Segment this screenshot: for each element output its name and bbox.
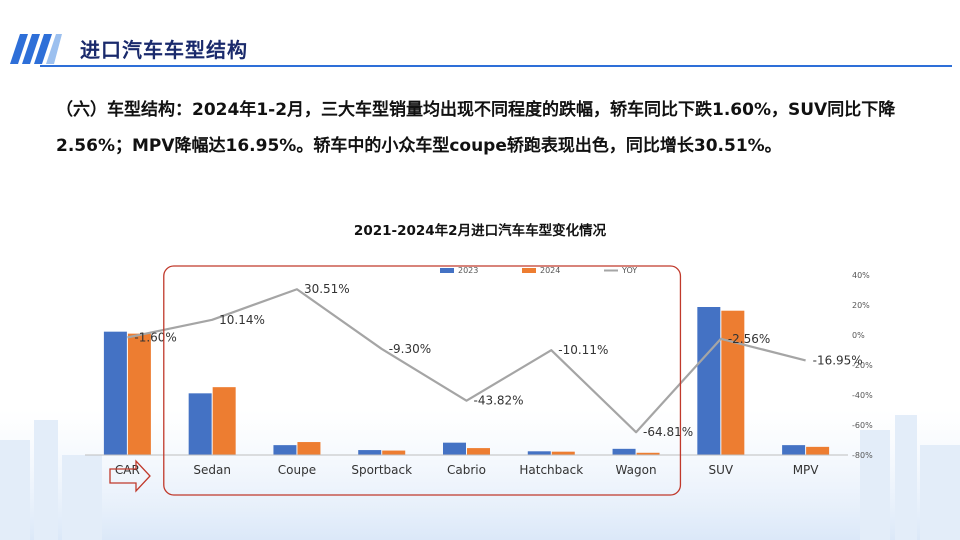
bar-2024-cabrio xyxy=(467,448,490,455)
yoy-data-label: -43.82% xyxy=(474,394,524,408)
bar-2024-wagon xyxy=(636,452,660,455)
y2-tick-label: -40% xyxy=(852,391,873,400)
yoy-data-label: -10.11% xyxy=(558,343,608,357)
bar-2023-wagon xyxy=(612,448,636,455)
bar-2023-sportback xyxy=(358,450,382,455)
x-tick-label: CAR xyxy=(115,463,140,477)
x-tick-label: Wagon xyxy=(616,463,657,477)
x-tick-label: Sportback xyxy=(351,463,412,477)
bar-2023-sedan xyxy=(188,393,212,455)
bar-2023-car xyxy=(103,331,127,455)
yoy-data-label: 10.14% xyxy=(219,313,265,327)
yoy-data-label: 30.51% xyxy=(304,282,350,296)
bar-2024-suv xyxy=(721,310,745,455)
bar-2024-coupe xyxy=(297,442,321,455)
bar-2023-hatchback xyxy=(527,451,551,455)
bar-2024-car xyxy=(127,333,151,455)
bar-2024-mpv xyxy=(806,446,830,455)
yoy-data-label: -2.56% xyxy=(728,332,770,346)
x-tick-label: SUV xyxy=(709,463,734,477)
bar-2023-coupe xyxy=(273,445,297,455)
yoy-data-label: -9.30% xyxy=(389,342,431,356)
bar-2024-sedan xyxy=(212,387,236,455)
highlight-box xyxy=(163,265,682,496)
bar-2023-suv xyxy=(697,307,721,455)
x-tick-label: Hatchback xyxy=(519,463,583,477)
bar-2024-sportback xyxy=(382,450,406,455)
yoy-data-label: -1.60% xyxy=(134,330,176,344)
x-tick-label: Cabrio xyxy=(447,463,486,477)
bar-2023-mpv xyxy=(782,445,806,455)
bars-layer xyxy=(103,307,830,455)
legend-swatch-2024 xyxy=(522,268,536,273)
yoy-data-label: -16.95% xyxy=(813,353,863,367)
highlight-layer xyxy=(109,265,682,496)
legend-label: 2023 xyxy=(458,266,478,275)
y2-tick-label: 0% xyxy=(852,331,865,340)
yoy-line-layer: -1.60% 10.14% 30.51% -9.30% -43.82% -10.11% -6… xyxy=(127,282,863,439)
yoy-data-label: -64.81% xyxy=(643,425,693,439)
x-tick-label: Sedan xyxy=(193,463,231,477)
x-tick-label: MPV xyxy=(793,463,820,477)
axis-layer: CAR Sedan Coupe Sportback Cabrio Hatchback Wag… xyxy=(85,271,873,477)
header: 进口汽车车型结构 xyxy=(0,30,960,70)
y2-tick-label: 40% xyxy=(852,271,870,280)
summary-paragraph: （六）车型结构：2024年1-2月，三大车型销量均出现不同程度的跌幅，轿车同比下… xyxy=(56,100,896,156)
bar-2023-cabrio xyxy=(443,442,466,455)
arrow-right-icon xyxy=(109,459,151,493)
page-title: 进口汽车车型结构 xyxy=(80,38,248,62)
y2-tick-label: -60% xyxy=(852,421,873,430)
y2-tick-label: 20% xyxy=(852,301,870,310)
chart-title: 2021-2024年2月进口汽车车型变化情况 xyxy=(353,223,607,239)
title-stripes-icon xyxy=(10,34,62,64)
legend-label: YOY xyxy=(621,266,637,275)
y2-tick-label: -80% xyxy=(852,451,873,460)
legend: 2023 2024 YOY xyxy=(440,266,637,275)
legend-label: 2024 xyxy=(540,266,560,275)
bar-2024-hatchback xyxy=(551,451,575,455)
x-tick-label: Coupe xyxy=(278,463,316,477)
header-divider xyxy=(40,65,952,67)
y2-tick-label: -20% xyxy=(852,361,873,370)
legend-swatch-2023 xyxy=(440,268,454,273)
yoy-line xyxy=(127,288,806,434)
